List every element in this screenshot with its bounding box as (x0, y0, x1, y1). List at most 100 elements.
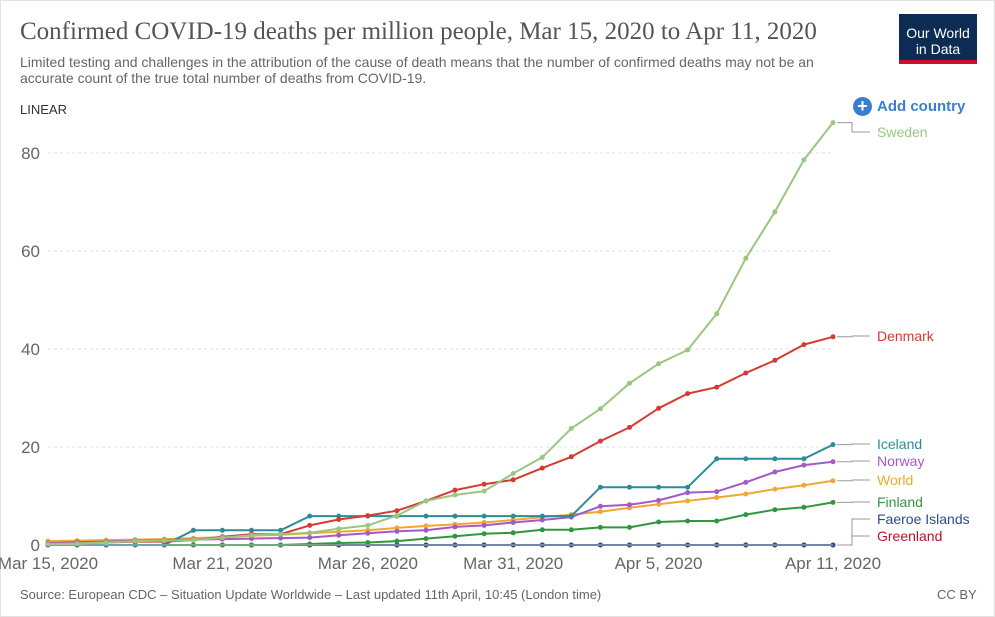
data-point (597, 438, 603, 444)
data-point (743, 479, 749, 485)
data-point (452, 533, 458, 539)
license-link[interactable]: CC BY (937, 587, 977, 602)
data-point (801, 462, 807, 468)
add-country-button[interactable]: + Add country (853, 97, 965, 116)
data-point (656, 497, 662, 503)
data-point (714, 495, 720, 500)
label-leader-line (837, 443, 870, 446)
data-point (743, 255, 749, 261)
data-point (394, 508, 400, 514)
series-label-iceland[interactable]: Iceland (877, 436, 922, 452)
logo-line-2: in Data (915, 41, 961, 57)
data-point (801, 482, 807, 488)
series-label-finland[interactable]: Finland (877, 494, 923, 510)
series-line (47, 121, 834, 545)
scale-toggle[interactable]: LINEAR (20, 102, 67, 117)
data-point (249, 527, 254, 533)
data-point (307, 535, 313, 541)
owid-logo[interactable]: Our World in Data (899, 14, 977, 64)
data-point (510, 471, 516, 476)
data-point (714, 456, 720, 462)
chart-subtitle: Limited testing and challenges in the at… (20, 54, 814, 86)
data-point (132, 538, 138, 544)
data-point (423, 527, 429, 533)
data-point (772, 469, 778, 475)
x-tick-label: Apr 11, 2020 (785, 554, 881, 573)
plus-circle-icon: + (853, 97, 872, 116)
series-label-world[interactable]: World (877, 472, 913, 488)
data-point (597, 509, 603, 515)
data-point (830, 478, 836, 484)
chart-title: Confirmed COVID-19 deaths per million pe… (20, 18, 817, 45)
data-point (685, 490, 691, 496)
data-point (336, 526, 342, 532)
data-point (452, 524, 458, 530)
data-point (685, 498, 691, 504)
data-point (307, 530, 313, 536)
data-point (103, 540, 109, 545)
series-label-norway[interactable]: Norway (877, 453, 924, 469)
data-point (394, 528, 400, 534)
series-sweden[interactable] (45, 120, 836, 547)
data-point (190, 527, 196, 533)
y-tick-label: 40 (21, 340, 40, 359)
data-point (481, 488, 487, 494)
data-point (481, 531, 487, 537)
label-leader-line (837, 535, 870, 546)
data-point (423, 536, 429, 542)
data-point (510, 520, 516, 525)
series-line (48, 443, 834, 546)
series-denmark[interactable] (45, 334, 836, 547)
x-tick-label: Mar 31, 2020 (463, 554, 563, 573)
data-point (685, 347, 691, 353)
data-point (539, 513, 545, 519)
data-point (627, 524, 632, 530)
data-point (278, 531, 284, 537)
data-point (481, 522, 487, 528)
data-point (539, 465, 545, 471)
data-point (510, 513, 516, 519)
series-label-denmark[interactable]: Denmark (877, 328, 935, 344)
x-tick-label: Mar 21, 2020 (172, 554, 272, 573)
data-point (656, 405, 662, 411)
data-point (45, 541, 51, 547)
series-norway[interactable] (45, 459, 836, 546)
series-line (47, 335, 834, 545)
label-leader-line (837, 122, 870, 133)
x-tick-label: Mar 26, 2020 (318, 554, 418, 573)
data-point (510, 530, 516, 536)
data-point (830, 499, 836, 505)
data-point (714, 489, 720, 495)
data-point (568, 454, 574, 460)
data-point (830, 334, 836, 340)
axes: 0 20 40 60 80 Mar 15, 2020 Mar 21, 2020 Mar 26,… (0, 144, 881, 573)
data-point (801, 342, 807, 348)
data-point (423, 498, 429, 504)
data-point (278, 527, 284, 533)
data-point (685, 484, 691, 490)
data-point (801, 504, 807, 510)
x-tick-label: Apr 5, 2020 (615, 554, 703, 573)
series-world[interactable] (45, 478, 836, 544)
y-tick-label: 0 (31, 536, 40, 555)
data-point (365, 540, 371, 545)
data-point (539, 454, 545, 460)
data-point (627, 502, 632, 508)
series-label-greenland[interactable]: Greenland (877, 528, 942, 544)
data-point (685, 518, 691, 524)
series-label-faeroe-islands[interactable]: Faeroe Islands (877, 511, 970, 527)
series-label-sweden[interactable]: Sweden (877, 124, 928, 140)
data-point (597, 524, 603, 530)
data-point (830, 442, 836, 448)
data-point (452, 513, 458, 519)
data-point (801, 157, 807, 163)
data-point (365, 522, 371, 528)
data-point (627, 484, 632, 490)
data-point (627, 424, 632, 430)
data-point (743, 512, 749, 518)
data-point (568, 425, 574, 431)
add-country-label: Add country (877, 98, 966, 115)
data-point (510, 477, 516, 483)
data-point (423, 523, 429, 529)
